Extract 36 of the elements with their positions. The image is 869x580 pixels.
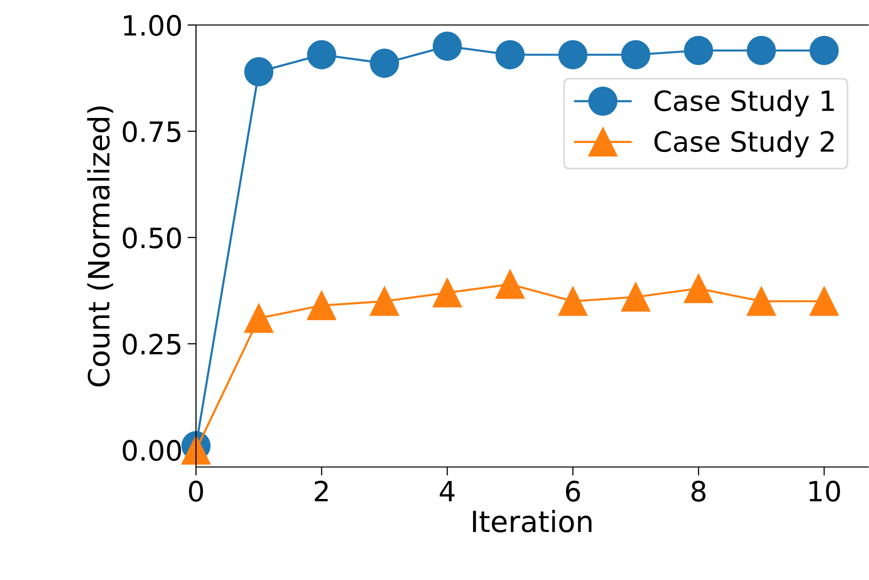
point <box>810 286 839 316</box>
point <box>684 36 714 66</box>
point <box>244 304 274 333</box>
point <box>558 40 588 70</box>
point <box>810 36 839 66</box>
point <box>684 274 714 304</box>
point <box>495 270 525 299</box>
point <box>244 57 274 86</box>
point <box>181 435 211 465</box>
point <box>746 36 776 66</box>
point <box>558 286 588 316</box>
y-tick-label: 0.50 <box>122 227 181 248</box>
point <box>621 282 650 312</box>
x-tick-label: 8 <box>692 480 706 502</box>
point <box>746 286 776 316</box>
x-tick-label: 2 <box>314 480 328 502</box>
x-tick-label: 10 <box>810 480 840 502</box>
legend-label: Case Study 2 <box>654 130 834 158</box>
x-tick-label: 4 <box>440 481 455 502</box>
y-tick-label: 0.25 <box>122 334 180 355</box>
y-axis-title: Count (Normalized) <box>87 106 114 386</box>
point <box>370 286 400 316</box>
point <box>307 290 336 320</box>
x-axis-title: Iteration <box>473 510 592 532</box>
x-tick-label: 6 <box>566 480 580 502</box>
y-tick-label: 0.75 <box>122 121 180 142</box>
point <box>432 32 462 61</box>
point <box>370 48 400 78</box>
y-tick-label: 0.00 <box>122 440 181 461</box>
y-tick-label: 1.00 <box>124 14 181 36</box>
point <box>495 40 525 70</box>
point <box>432 278 462 308</box>
x-tick-label: 0 <box>188 480 203 502</box>
point <box>621 40 650 70</box>
point <box>307 40 336 70</box>
legend-label: Case Study 1 <box>654 90 834 117</box>
